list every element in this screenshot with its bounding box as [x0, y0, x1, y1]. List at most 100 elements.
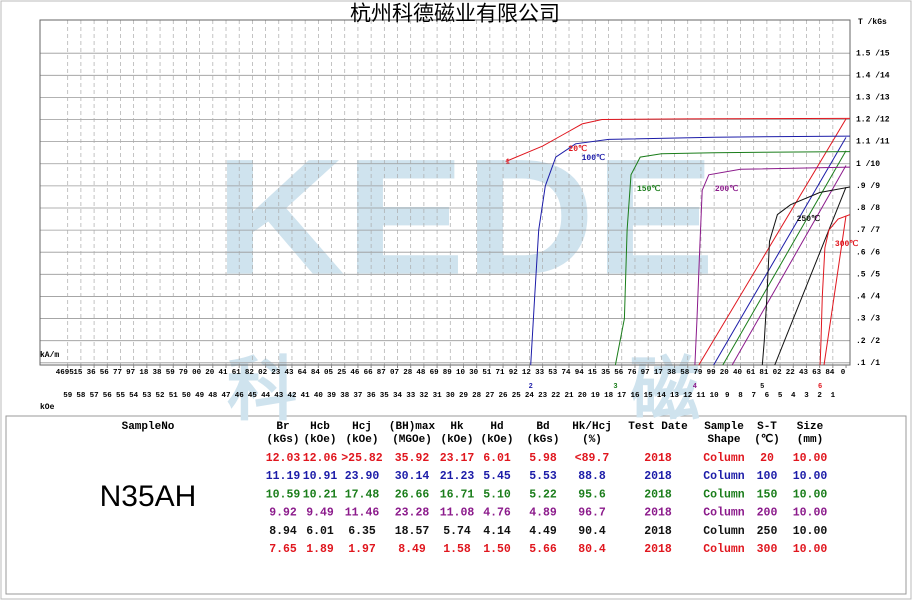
y-axis-label: T /kGs: [858, 18, 887, 27]
table-cell: 5.45: [483, 470, 511, 483]
table-header: Hd: [490, 421, 503, 433]
x-tick-label: 8: [738, 392, 743, 400]
y-tick-label: .1 /1: [856, 359, 880, 368]
table-cell: 10.00: [793, 470, 828, 483]
x-tick-label: 59: [63, 392, 73, 400]
x2-tick-label: 97: [126, 369, 135, 377]
x2-tick-label: 25: [337, 369, 347, 377]
x-tick-label: 58: [76, 392, 86, 400]
y-tick-label: .6 /6: [856, 248, 880, 257]
y-tick-label: .3 /3: [856, 315, 880, 324]
x-tick-label: 21: [564, 392, 574, 400]
y-tick-label: .4 /4: [856, 293, 880, 302]
table-cell: 1.50: [483, 543, 511, 556]
table-cell: 10.00: [793, 543, 828, 556]
intrinsic-curve: [505, 117, 850, 162]
y-tick-label: 1.2 /12: [856, 116, 890, 125]
plot-area: [505, 117, 850, 365]
x-tick-label: 50: [182, 392, 192, 400]
table-cell: Column: [703, 488, 745, 501]
table-cell: 20: [760, 452, 774, 465]
x-tick-label: 41: [301, 392, 311, 400]
table-cell: 95.6: [578, 488, 606, 501]
table-cell: 90.4: [578, 525, 606, 538]
table-header: (kOe): [303, 434, 336, 446]
x2-tick-label: 38: [667, 369, 677, 377]
x-tick-label: 32: [419, 392, 429, 400]
table-cell: 300: [757, 543, 778, 556]
table-cell: 1.58: [443, 543, 471, 556]
table-cell: 4.49: [529, 525, 557, 538]
table-cell: 5.53: [529, 470, 557, 483]
temperature-label: 300℃: [835, 239, 858, 249]
table-cell: 2018: [644, 543, 672, 556]
table-header: SampleNo: [122, 421, 175, 433]
table-cell: 2018: [644, 507, 672, 520]
intrinsic-curve: [530, 135, 850, 365]
table: SampleNo Br(kGs)Hcb(kOe)Hcj(kOe)(BH)max(M…: [122, 421, 828, 556]
table-cell: 1.89: [306, 543, 334, 556]
x-tick-label: 9: [725, 392, 730, 400]
x-tick-label: 52: [156, 392, 166, 400]
table-header: Hcj: [352, 421, 372, 433]
x2-tick-label: 59: [166, 369, 176, 377]
y-tick-label: 1.1 /11: [856, 138, 890, 147]
x-tick-label: 1: [831, 392, 836, 400]
curve-number: 5: [760, 383, 764, 391]
table-cell: 2018: [644, 525, 672, 538]
x2-tick-label: 92: [509, 369, 519, 377]
x2-axis-label: kA/m: [40, 351, 59, 360]
x2-tick-label: 02: [773, 369, 783, 377]
temperature-label: 150℃: [637, 184, 660, 194]
table-header: Shape: [707, 434, 740, 446]
intrinsic-curve: [614, 151, 850, 365]
x-tick-label: 40: [314, 392, 324, 400]
x2-tick-label: 81: [759, 369, 769, 377]
table-cell: 10.00: [793, 488, 828, 501]
curve-number: 6: [818, 383, 822, 391]
x-tick-label: 56: [103, 392, 113, 400]
table-cell: Column: [703, 452, 745, 465]
x-tick-label: 2: [817, 392, 822, 400]
table-cell: 4.89: [529, 507, 557, 520]
x2-tick-label: 41: [219, 369, 229, 377]
table-cell: 30.14: [395, 470, 430, 483]
bh-line: [722, 150, 847, 365]
intrinsic-curve: [694, 166, 850, 365]
table-cell: 6.01: [306, 525, 334, 538]
x2-tick-label: 30: [469, 369, 479, 377]
plot-frame: [39, 19, 851, 366]
x-tick-label: 12: [683, 392, 693, 400]
x2-tick-label: 23: [271, 369, 281, 377]
x2-tick-label: 76: [627, 369, 637, 377]
table-header: Size: [797, 421, 824, 433]
x2-tick-label: 99: [707, 369, 717, 377]
x2-tick-label: 38: [153, 369, 163, 377]
x2-tick-label: 53: [548, 369, 558, 377]
x-tick-label: 47: [222, 392, 231, 400]
x2-tick-label: 18: [139, 369, 149, 377]
watermark-char: 磁: [630, 350, 700, 428]
table-cell: 21.23: [440, 470, 475, 483]
table-cell: 2018: [644, 470, 672, 483]
x2-tick-label: 64: [298, 369, 308, 377]
table-header: Hk/Hcj: [572, 421, 612, 433]
x2-tick-label: 84: [825, 369, 835, 377]
x-tick-label: 55: [116, 392, 126, 400]
table-cell: 4.76: [483, 507, 511, 520]
table-cell: 5.74: [443, 525, 471, 538]
table-cell: 5.98: [529, 452, 557, 465]
x2-tick-label: 0: [841, 369, 846, 377]
x2-tick-label: 69: [430, 369, 440, 377]
table-header: (BH)max: [389, 421, 436, 433]
x2-tick-label: 66: [364, 369, 374, 377]
x2-tick-label: 71: [496, 369, 506, 377]
x-tick-label: 18: [604, 392, 614, 400]
x2-tick-label: 36: [87, 369, 97, 377]
x-tick-label: 27: [485, 392, 494, 400]
labels: .1 /1 .2 /2 .3 /3 .4 /4 .5 /5 .6 /6 .7 /7 .8 /8…: [56, 49, 890, 400]
x2-tick-label: 51: [482, 369, 492, 377]
x2-tick-label: 58: [680, 369, 690, 377]
table-cell: 17.48: [345, 488, 380, 501]
